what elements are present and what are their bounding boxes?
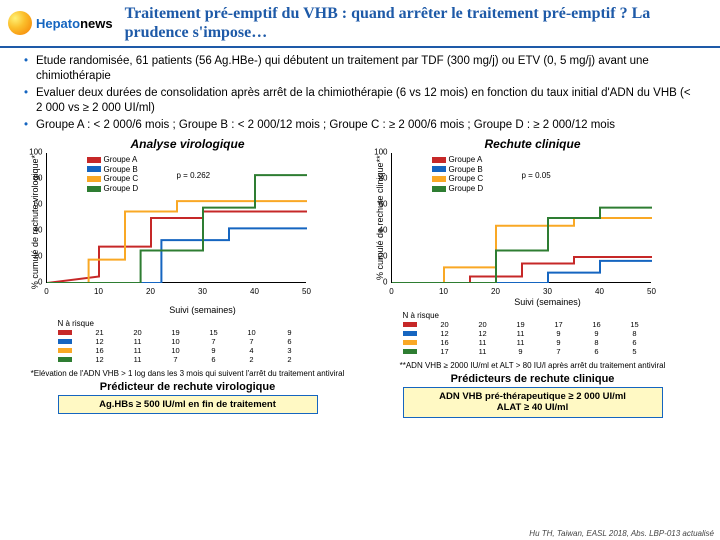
risk-title: N à risque: [403, 311, 693, 320]
logo: Hepatonews: [8, 11, 113, 35]
chart-title: Analyse virologique: [28, 137, 348, 151]
header: Hepatonews Traitement pré-emptif du VHB …: [0, 0, 720, 48]
page-title: Traitement pré-emptif du VHB : quand arr…: [125, 4, 712, 42]
reference: Hu TH, Taiwan, EASL 2018, Abs. LBP-013 a…: [529, 529, 714, 538]
risk-table: N à risque 20201917161512121199816111198…: [403, 311, 693, 356]
risk-title: N à risque: [58, 319, 348, 328]
y-axis-label: % cumulé de rechute clinique**: [373, 153, 387, 283]
footer: Hu TH, Taiwan, EASL 2018, Abs. LBP-013 a…: [0, 529, 720, 538]
x-axis-label: Suivi (semaines): [58, 305, 348, 315]
plot-area: Groupe AGroupe BGroupe CGroupe D p = 0.0…: [391, 153, 651, 283]
footnote: **ADN VHB ≥ 2000 IU/ml et ALT > 80 IU/l …: [373, 362, 693, 371]
bullet-list: Etude randomisée, 61 patients (56 Ag.HBe…: [0, 48, 720, 137]
chart-virologique: Analyse virologique % cumulé de rechute …: [28, 137, 348, 418]
bullet-item: Evaluer deux durées de consolidation apr…: [24, 86, 696, 116]
plot-area: Groupe AGroupe BGroupe CGroupe D p = 0.2…: [46, 153, 306, 283]
logo-text: Hepatonews: [36, 16, 113, 31]
bullet-item: Etude randomisée, 61 patients (56 Ag.HBe…: [24, 54, 696, 84]
charts-row: Analyse virologique % cumulé de rechute …: [0, 137, 720, 418]
predictor-box: ADN VHB pré-thérapeutique ≥ 2 000 UI/mlA…: [403, 387, 663, 418]
chart-clinique: Rechute clinique % cumulé de rechute cli…: [373, 137, 693, 418]
risk-table: N à risque 21201915109121110776161110943…: [58, 319, 348, 364]
logo-ball-icon: [8, 11, 32, 35]
predictor-box: Ag.HBs ≥ 500 IU/ml en fin de traitement: [58, 395, 318, 414]
footnote: *Elévation de l'ADN VHB > 1 log dans les…: [28, 370, 348, 379]
chart-title: Rechute clinique: [373, 137, 693, 151]
predictor-title: Prédicteur de rechute virologique: [28, 381, 348, 393]
x-axis-label: Suivi (semaines): [403, 297, 693, 307]
bullet-item: Groupe A : < 2 000/6 mois ; Groupe B : <…: [24, 118, 696, 133]
predictor-title: Prédicteurs de rechute clinique: [373, 373, 693, 385]
